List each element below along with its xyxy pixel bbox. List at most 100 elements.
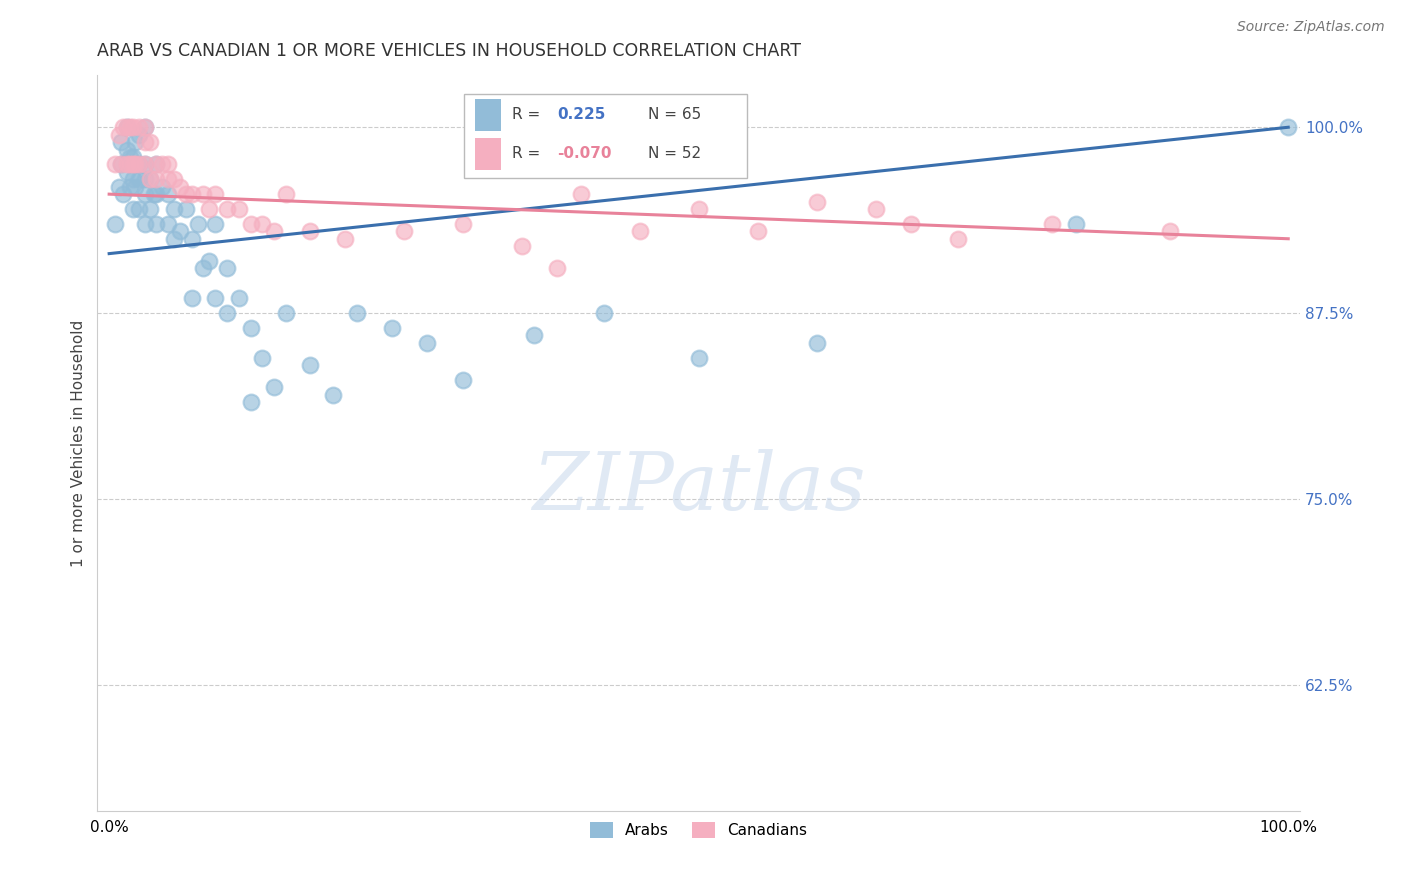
Point	[142, 187, 165, 202]
Point	[157, 187, 180, 202]
Point	[1277, 120, 1299, 135]
Point	[104, 157, 127, 171]
Point	[193, 261, 215, 276]
Point	[115, 165, 138, 179]
Point	[180, 291, 202, 305]
Point	[180, 232, 202, 246]
Point	[193, 187, 215, 202]
Point	[121, 120, 143, 135]
Point	[124, 179, 146, 194]
Point	[252, 217, 274, 231]
Point	[180, 187, 202, 202]
Point	[546, 261, 568, 276]
Point	[228, 291, 250, 305]
Point	[145, 172, 167, 186]
Point	[115, 120, 138, 135]
Point	[252, 351, 274, 365]
Point	[381, 321, 404, 335]
Point	[139, 172, 162, 186]
Point	[169, 179, 191, 194]
Point	[134, 157, 156, 171]
Point	[688, 202, 710, 216]
Point	[204, 187, 226, 202]
Point	[128, 172, 150, 186]
Point	[134, 217, 156, 231]
Point	[157, 172, 180, 186]
Point	[128, 128, 150, 142]
Point	[128, 157, 150, 171]
Point	[215, 306, 238, 320]
Point	[134, 120, 156, 135]
Point	[174, 202, 197, 216]
Point	[1064, 217, 1087, 231]
Point	[128, 120, 150, 135]
Point	[747, 224, 769, 238]
Point	[298, 224, 321, 238]
Point	[416, 335, 439, 350]
Point	[392, 224, 415, 238]
Point	[228, 202, 250, 216]
Point	[124, 135, 146, 149]
Legend: Arabs, Canadians: Arabs, Canadians	[583, 816, 813, 844]
Point	[128, 157, 150, 171]
Point	[120, 179, 142, 194]
Point	[628, 224, 651, 238]
Point	[110, 157, 132, 171]
Point	[569, 187, 592, 202]
Point	[1159, 224, 1181, 238]
Point	[198, 254, 221, 268]
Point	[510, 239, 533, 253]
Point	[198, 202, 221, 216]
Point	[806, 335, 828, 350]
Point	[134, 157, 156, 171]
Point	[239, 395, 262, 409]
Point	[124, 157, 146, 171]
Point	[115, 157, 138, 171]
Point	[451, 373, 474, 387]
Point	[121, 172, 143, 186]
Point	[274, 187, 297, 202]
Point	[174, 187, 197, 202]
Point	[523, 328, 546, 343]
Point	[346, 306, 368, 320]
Point	[121, 157, 143, 171]
Point	[1042, 217, 1064, 231]
Point	[104, 217, 127, 231]
Point	[263, 380, 285, 394]
Point	[451, 217, 474, 231]
Point	[333, 232, 356, 246]
Point	[688, 351, 710, 365]
Point	[150, 157, 173, 171]
Point	[239, 217, 262, 231]
Point	[157, 157, 180, 171]
Point	[121, 150, 143, 164]
Point	[134, 172, 156, 186]
Point	[900, 217, 922, 231]
Point	[215, 261, 238, 276]
Point	[157, 217, 180, 231]
Point	[145, 217, 167, 231]
Point	[120, 120, 142, 135]
Point	[163, 232, 186, 246]
Point	[239, 321, 262, 335]
Point	[139, 135, 162, 149]
Point	[139, 172, 162, 186]
Point	[169, 224, 191, 238]
Point	[110, 135, 132, 149]
Point	[115, 120, 138, 135]
Point	[145, 157, 167, 171]
Point	[112, 120, 135, 135]
Point	[120, 150, 142, 164]
Point	[163, 172, 186, 186]
Point	[150, 179, 173, 194]
Text: Source: ZipAtlas.com: Source: ZipAtlas.com	[1237, 20, 1385, 34]
Y-axis label: 1 or more Vehicles in Household: 1 or more Vehicles in Household	[72, 319, 86, 566]
Point	[322, 388, 344, 402]
Point	[163, 202, 186, 216]
Point	[865, 202, 887, 216]
Point	[107, 128, 129, 142]
Point	[274, 306, 297, 320]
Point	[128, 202, 150, 216]
Point	[110, 157, 132, 171]
Point	[115, 143, 138, 157]
